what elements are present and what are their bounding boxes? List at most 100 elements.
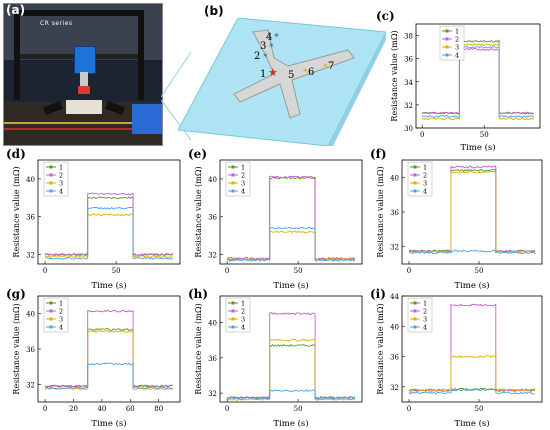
- panel-label-a: (a): [6, 3, 26, 17]
- series-line-3: [408, 354, 536, 392]
- legend-marker-2: [413, 173, 417, 177]
- legend-marker-1: [413, 301, 417, 305]
- legend-label-1: 1: [241, 300, 245, 308]
- legend-marker-1: [231, 301, 235, 305]
- y-tick-label: 44: [390, 293, 399, 301]
- legend-marker-3: [49, 181, 53, 185]
- y-tick-label: 40: [26, 311, 35, 319]
- series-line-4: [408, 249, 536, 255]
- series-line-3: [226, 338, 356, 401]
- legend-marker-3: [445, 45, 449, 49]
- series-line-2: [226, 312, 356, 400]
- series-line-3: [226, 230, 356, 261]
- point-label-3: 3: [260, 41, 266, 52]
- substrate-side: [328, 32, 386, 146]
- legend-label-1: 1: [423, 300, 427, 308]
- plot-frame: [37, 159, 181, 265]
- series-line-4: [45, 206, 173, 260]
- legend-label-2: 2: [455, 36, 459, 44]
- legend-marker-1: [445, 29, 449, 33]
- plot-frame: [415, 23, 541, 129]
- x-axis-label: Time (s): [91, 280, 126, 291]
- legend-marker-2: [49, 173, 53, 177]
- legend-label-2: 2: [241, 172, 245, 180]
- legend-marker-4: [231, 325, 235, 329]
- x-tick-label: 50: [112, 267, 121, 275]
- legend-marker-4: [49, 325, 53, 329]
- y-tick-label: 38: [404, 33, 413, 41]
- legend-marker-4: [231, 189, 235, 193]
- series-line-4: [408, 388, 536, 395]
- y-tick-label: 34: [404, 79, 413, 87]
- x-axis-label: Time (s): [91, 418, 126, 429]
- series-line-3: [422, 42, 535, 121]
- series-line-2: [421, 48, 534, 115]
- x-tick-label: 50: [480, 131, 489, 139]
- y-tick-label: 40: [208, 176, 217, 184]
- x-tick-label: 0: [407, 267, 411, 275]
- legend-label-2: 2: [59, 308, 63, 316]
- legend-marker-3: [49, 317, 53, 321]
- legend-label-4: 4: [423, 188, 427, 196]
- series-line-2: [408, 303, 536, 393]
- legend-label-4: 4: [59, 188, 63, 196]
- y-tick-label: 40: [26, 176, 35, 184]
- point-label-6: 6: [308, 67, 314, 78]
- legend-label-1: 1: [423, 164, 427, 172]
- schematic-diagram: 4 3 2 1 5 6 7 ✶ ✶ ✶ ★ ✶ ✶: [178, 18, 386, 146]
- legend-marker-3: [413, 181, 417, 185]
- nozzle-tip: [78, 86, 90, 94]
- y-tick-label: 36: [26, 346, 35, 354]
- legend-box: [407, 161, 433, 197]
- series-line-4: [44, 362, 173, 390]
- legend-label-2: 2: [423, 308, 427, 316]
- legend-marker-1: [49, 165, 53, 169]
- chart-d: (d) 32 36 40 0 50 Time (s) Resistance value (mΩ…: [6, 147, 181, 291]
- x-axis-label: Time (s): [273, 280, 308, 291]
- x-tick-label: 20: [69, 405, 78, 413]
- legend-label-4: 4: [241, 188, 245, 196]
- series-line-3: [408, 170, 535, 254]
- x-tick-label: 0: [43, 267, 47, 275]
- chart-h: (h) 32 36 40 0 50 Time (s) Resistance value (mΩ…: [188, 287, 363, 429]
- panel-label-f: (f): [370, 147, 387, 161]
- panel-label-d: (d): [6, 147, 26, 161]
- legend-marker-4: [49, 189, 53, 193]
- y-tick-label: 32: [26, 381, 35, 389]
- legend-box: [43, 161, 69, 197]
- legend-label-4: 4: [241, 324, 245, 332]
- brand-sub: series: [49, 20, 73, 27]
- x-tick-label: 50: [294, 267, 303, 275]
- y-axis-label: Resistance value (mΩ): [194, 166, 203, 257]
- legend-box: [439, 25, 465, 61]
- legend-label-3: 3: [455, 44, 459, 52]
- sensor-sample: [66, 100, 102, 114]
- x-axis-label: Time (s): [454, 418, 489, 429]
- legend-label-2: 2: [423, 172, 427, 180]
- legend-box: [225, 161, 251, 197]
- x-axis-label: Time (s): [460, 142, 495, 153]
- legend-label-4: 4: [455, 52, 459, 60]
- printer-frame-right: [138, 10, 144, 100]
- chart-c: (c) 30 32 34 36 38 0 50 Time (s) Resistance value…: [376, 9, 541, 153]
- print-nozzle: [80, 72, 88, 86]
- callout-lines: [161, 52, 191, 141]
- legend-marker-4: [445, 53, 449, 57]
- legend-label-3: 3: [423, 180, 427, 188]
- legend-box: [43, 297, 69, 333]
- x-tick-label: 0: [420, 131, 424, 139]
- monitor-screen: [132, 104, 162, 134]
- printer-frame-left: [14, 10, 20, 100]
- legend-marker-2: [413, 309, 417, 313]
- legend-marker-2: [231, 309, 235, 313]
- legend-marker-2: [49, 309, 53, 313]
- legend-label-3: 3: [241, 180, 245, 188]
- wire-yellow: [4, 122, 162, 124]
- series-line-3: [44, 212, 173, 258]
- legend-label-3: 3: [59, 180, 63, 188]
- print-head: [74, 46, 96, 74]
- point-label-7: 7: [328, 61, 334, 72]
- y-tick-label: 32: [390, 244, 399, 252]
- series-line-3: [44, 329, 174, 391]
- y-axis-label: Resistance value (mΩ): [12, 166, 21, 257]
